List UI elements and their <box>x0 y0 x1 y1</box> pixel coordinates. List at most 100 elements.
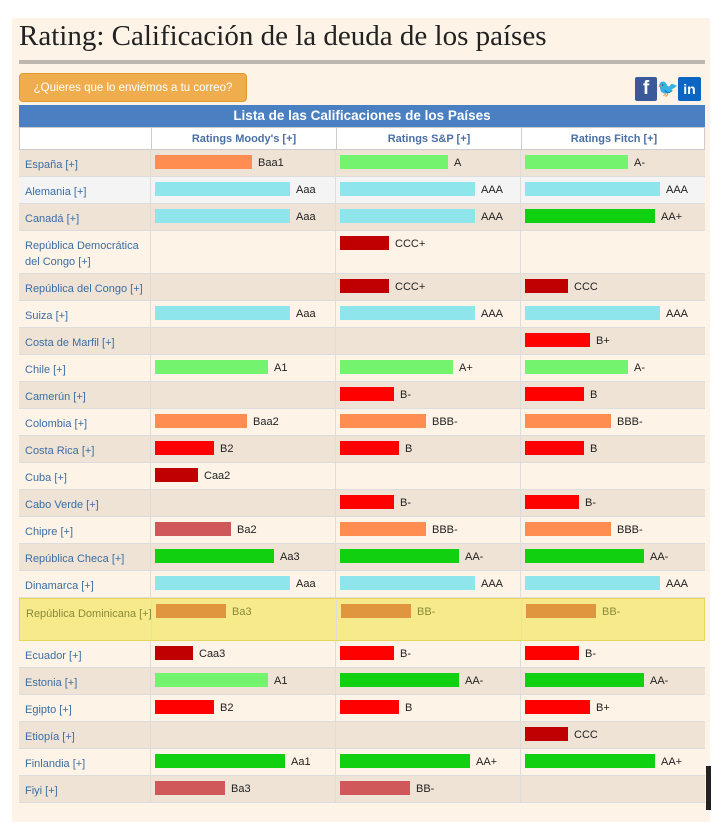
rating-bar <box>155 549 274 563</box>
rating-label: B <box>590 389 598 401</box>
rating-cell-fitch: BB- <box>521 599 706 640</box>
rating-cell-moodys: Caa2 <box>150 463 335 489</box>
rating-bar <box>525 333 590 347</box>
ratings-table: Lista de las Calificaciones de los Paíse… <box>19 105 705 803</box>
rating-bar <box>340 441 399 455</box>
rating-cell-fitch: AA+ <box>520 204 705 230</box>
country-link[interactable]: República Democrática del Congo [+] <box>25 240 139 268</box>
rating-bar <box>340 279 389 293</box>
rating-label: AAA <box>666 308 689 320</box>
country-link[interactable]: República del Congo [+] <box>25 283 143 295</box>
rating-bar <box>525 209 655 223</box>
rating-label: B- <box>585 648 596 660</box>
rating-cell-moodys: A1 <box>150 355 335 381</box>
rating-cell-fitch <box>520 231 705 273</box>
country-link[interactable]: Canadá [+] <box>25 213 80 225</box>
rating-label: AA+ <box>661 756 683 768</box>
rating-bar <box>340 155 448 169</box>
rating-bar <box>525 576 660 590</box>
table-row: Alemania [+] Aaa AAA AAA <box>19 177 705 204</box>
rating-cell-sp: AA+ <box>335 749 520 775</box>
rating-label: Aaa <box>296 184 316 196</box>
rating-label: B- <box>400 389 411 401</box>
rating-label: AA- <box>465 675 484 687</box>
rating-label: B+ <box>596 335 610 347</box>
column-header-fitch[interactable]: Ratings Fitch [+] <box>521 128 706 149</box>
country-link[interactable]: Costa Rica [+] <box>25 445 95 457</box>
twitter-icon[interactable]: 🐦 <box>657 79 679 98</box>
table-row: Costa de Marfil [+] B+ <box>19 328 705 355</box>
table-row: Chile [+] A1 A+ A- <box>19 355 705 382</box>
table-row: Cabo Verde [+] B- B- <box>19 490 705 517</box>
rating-cell-fitch: AAA <box>520 177 705 203</box>
rating-bar <box>340 209 475 223</box>
table-row: Egipto [+] B2 B B+ <box>19 695 705 722</box>
rating-cell-fitch: A- <box>520 150 705 176</box>
column-header-sp[interactable]: Ratings S&P [+] <box>336 128 521 149</box>
country-link[interactable]: Finlandia [+] <box>25 758 86 770</box>
country-link[interactable]: República Dominicana [+] <box>26 608 152 620</box>
rating-bar <box>525 182 660 196</box>
rating-cell-moodys: Baa2 <box>150 409 335 435</box>
rating-cell-fitch: BBB- <box>520 409 705 435</box>
country-link[interactable]: España [+] <box>25 159 78 171</box>
rating-cell-sp: AAA <box>335 204 520 230</box>
country-link[interactable]: Alemania [+] <box>25 186 87 198</box>
facebook-icon[interactable]: f <box>635 77 657 101</box>
rating-bar <box>525 673 644 687</box>
rating-cell-sp: AAA <box>335 177 520 203</box>
rating-bar <box>525 387 584 401</box>
rating-cell-fitch: B+ <box>520 695 705 721</box>
rating-bar <box>525 414 611 428</box>
country-link[interactable]: Chile [+] <box>25 364 66 376</box>
rating-label: Aaa <box>296 308 316 320</box>
email-subscribe-button[interactable]: ¿Quieres que lo enviémos a tu correo? <box>19 73 247 102</box>
title-divider <box>19 60 705 64</box>
table-row: Ecuador [+] Caa3 B- B- <box>19 641 705 668</box>
rating-label: CCC+ <box>395 238 426 250</box>
rating-bar <box>340 495 394 509</box>
country-link[interactable]: Ecuador [+] <box>25 650 82 662</box>
rating-cell-moodys <box>150 490 335 516</box>
country-link[interactable]: Suiza [+] <box>25 310 69 322</box>
country-link[interactable]: Camerún [+] <box>25 391 86 403</box>
rating-bar <box>340 754 470 768</box>
rating-label: A- <box>634 157 645 169</box>
table-row: República Dominicana [+] Ba3 BB- BB- <box>19 598 705 641</box>
country-link[interactable]: Egipto [+] <box>25 704 72 716</box>
rating-bar <box>525 279 568 293</box>
column-header-moodys[interactable]: Ratings Moody's [+] <box>151 128 336 149</box>
rating-cell-fitch: AA+ <box>520 749 705 775</box>
rating-label: BBB- <box>432 416 458 428</box>
rating-cell-moodys <box>150 382 335 408</box>
country-link[interactable]: Costa de Marfil [+] <box>25 337 115 349</box>
rating-cell-sp <box>335 463 520 489</box>
rating-label: A1 <box>274 362 288 374</box>
country-link[interactable]: Cabo Verde [+] <box>25 499 99 511</box>
table-row: Finlandia [+] Aa1 AA+ AA+ <box>19 749 705 776</box>
rating-cell-sp: B <box>335 436 520 462</box>
country-link[interactable]: Fiyi [+] <box>25 785 58 797</box>
rating-label: B- <box>585 497 596 509</box>
rating-cell-moodys: Ba2 <box>150 517 335 543</box>
rating-cell-moodys: B2 <box>150 436 335 462</box>
country-link[interactable]: Colombia [+] <box>25 418 88 430</box>
scroll-indicator <box>706 766 711 810</box>
column-header-row: Ratings Moody's [+] Ratings S&P [+] Rati… <box>19 127 705 150</box>
rating-label: BBB- <box>617 524 643 536</box>
country-link[interactable]: Cuba [+] <box>25 472 67 484</box>
country-link[interactable]: Dinamarca [+] <box>25 580 94 592</box>
rating-cell-moodys: Caa3 <box>150 641 335 667</box>
country-link[interactable]: Chipre [+] <box>25 526 73 538</box>
country-link[interactable]: República Checa [+] <box>25 553 125 565</box>
rating-cell-fitch: B- <box>520 490 705 516</box>
rating-label: Aa1 <box>291 756 311 768</box>
rating-bar <box>525 441 584 455</box>
rating-cell-sp: BBB- <box>335 409 520 435</box>
linkedin-icon[interactable]: in <box>678 77 701 101</box>
country-link[interactable]: Etiopía [+] <box>25 731 75 743</box>
rating-bar <box>340 673 459 687</box>
rating-cell-sp: CCC+ <box>335 231 520 273</box>
rating-label: Caa3 <box>199 648 226 660</box>
country-link[interactable]: Estonia [+] <box>25 677 78 689</box>
